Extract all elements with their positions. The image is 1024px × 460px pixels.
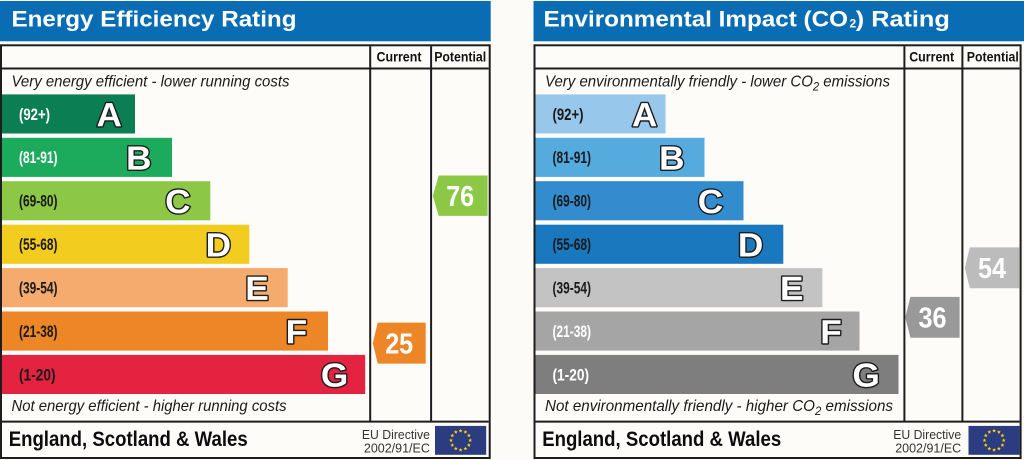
svg-text:2: 2 [850, 17, 857, 31]
svg-text:(55-68): (55-68) [553, 236, 592, 254]
svg-text:(55-68): (55-68) [19, 236, 58, 254]
svg-text:EU Directive: EU Directive [893, 427, 961, 442]
svg-text:Very energy efficient - lower: Very energy efficient - lower running co… [12, 74, 290, 91]
svg-text:Current: Current [909, 50, 954, 65]
svg-text:(92+): (92+) [553, 106, 584, 124]
svg-text:Current: Current [377, 50, 422, 65]
svg-text:Potential: Potential [434, 50, 486, 65]
svg-text:England, Scotland & Wales: England, Scotland & Wales [542, 428, 781, 451]
svg-text:England, Scotland & Wales: England, Scotland & Wales [9, 428, 248, 451]
svg-text:(69-80): (69-80) [19, 193, 58, 211]
svg-text:(1-20): (1-20) [19, 366, 56, 384]
svg-text:(92+): (92+) [19, 106, 50, 124]
svg-text:(21-38): (21-38) [19, 323, 58, 341]
svg-text:(1-20): (1-20) [553, 366, 590, 384]
svg-text:36: 36 [919, 303, 947, 335]
svg-text:(39-54): (39-54) [553, 279, 592, 297]
svg-text:Potential: Potential [967, 50, 1019, 65]
svg-text:(81-91): (81-91) [553, 149, 592, 167]
svg-text:EU Directive: EU Directive [362, 427, 430, 442]
svg-text:Very environmentally friendly: Very environmentally friendly - lower CO… [545, 74, 890, 94]
svg-text:(81-91): (81-91) [19, 149, 58, 167]
svg-text:(21-38): (21-38) [553, 323, 592, 341]
svg-text:Environmental Impact (CO: Environmental Impact (CO [544, 7, 849, 32]
svg-text:(69-80): (69-80) [553, 193, 592, 211]
svg-text:Not energy efficient - higher: Not energy efficient - higher running co… [12, 398, 287, 415]
svg-text:54: 54 [978, 253, 1006, 285]
svg-text:) Rating: ) Rating [856, 7, 950, 32]
svg-text:2002/91/EC: 2002/91/EC [364, 441, 430, 456]
svg-text:Energy Efficiency Rating: Energy Efficiency Rating [12, 7, 297, 32]
svg-text:(39-54): (39-54) [19, 279, 58, 297]
svg-text:Not environmentally friendly -: Not environmentally friendly - higher CO… [545, 398, 893, 418]
svg-text:76: 76 [446, 181, 474, 213]
svg-text:2002/91/EC: 2002/91/EC [895, 441, 961, 456]
svg-text:25: 25 [385, 328, 413, 360]
